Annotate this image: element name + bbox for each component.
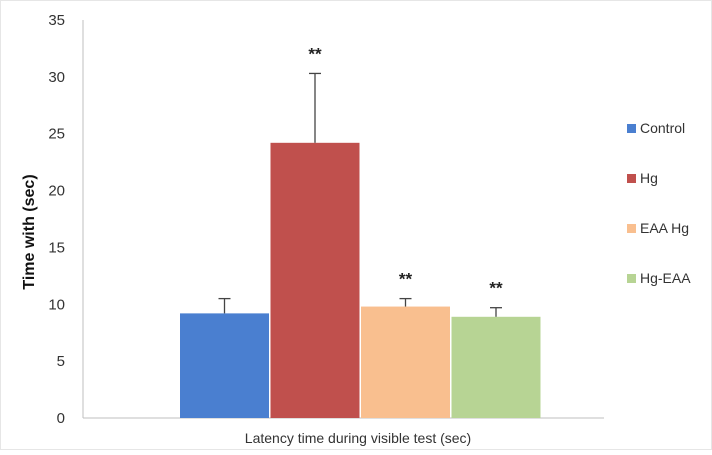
significance-annotation: **	[308, 44, 322, 63]
y-tick-label: 10	[48, 296, 65, 313]
legend-swatch	[627, 274, 636, 283]
y-tick-label: 0	[57, 410, 65, 427]
x-axis-label: Latency time during visible test (sec)	[245, 430, 471, 446]
bar-hg	[270, 142, 360, 418]
bar-eaa-hg	[361, 306, 450, 418]
y-axis-ticks: 0 5 10 15 20 25 30 35	[48, 12, 65, 427]
legend-swatch	[627, 224, 636, 233]
legend-label: Control	[640, 120, 685, 136]
significance-annotation: **	[399, 270, 413, 289]
bar-hg-eaa	[451, 316, 541, 418]
y-axis-label: Time with (sec)	[21, 174, 38, 289]
legend: Control Hg EAA Hg Hg-EAA	[627, 120, 691, 286]
annotation-group: ** ** **	[308, 44, 503, 297]
legend-label: EAA Hg	[640, 220, 689, 236]
legend-label: Hg	[640, 170, 658, 186]
legend-label: Hg-EAA	[640, 270, 691, 286]
y-tick-label: 15	[48, 239, 65, 256]
y-tick-label: 20	[48, 183, 65, 200]
y-tick-label: 5	[57, 353, 65, 370]
error-bar-group	[218, 72, 502, 317]
y-tick-label: 35	[48, 12, 65, 29]
bar-control	[180, 313, 269, 418]
legend-swatch	[627, 124, 636, 133]
bar-group	[180, 142, 541, 418]
legend-swatch	[627, 174, 636, 183]
significance-annotation: **	[489, 279, 503, 298]
y-tick-label: 25	[48, 126, 65, 143]
y-tick-label: 30	[48, 69, 65, 86]
